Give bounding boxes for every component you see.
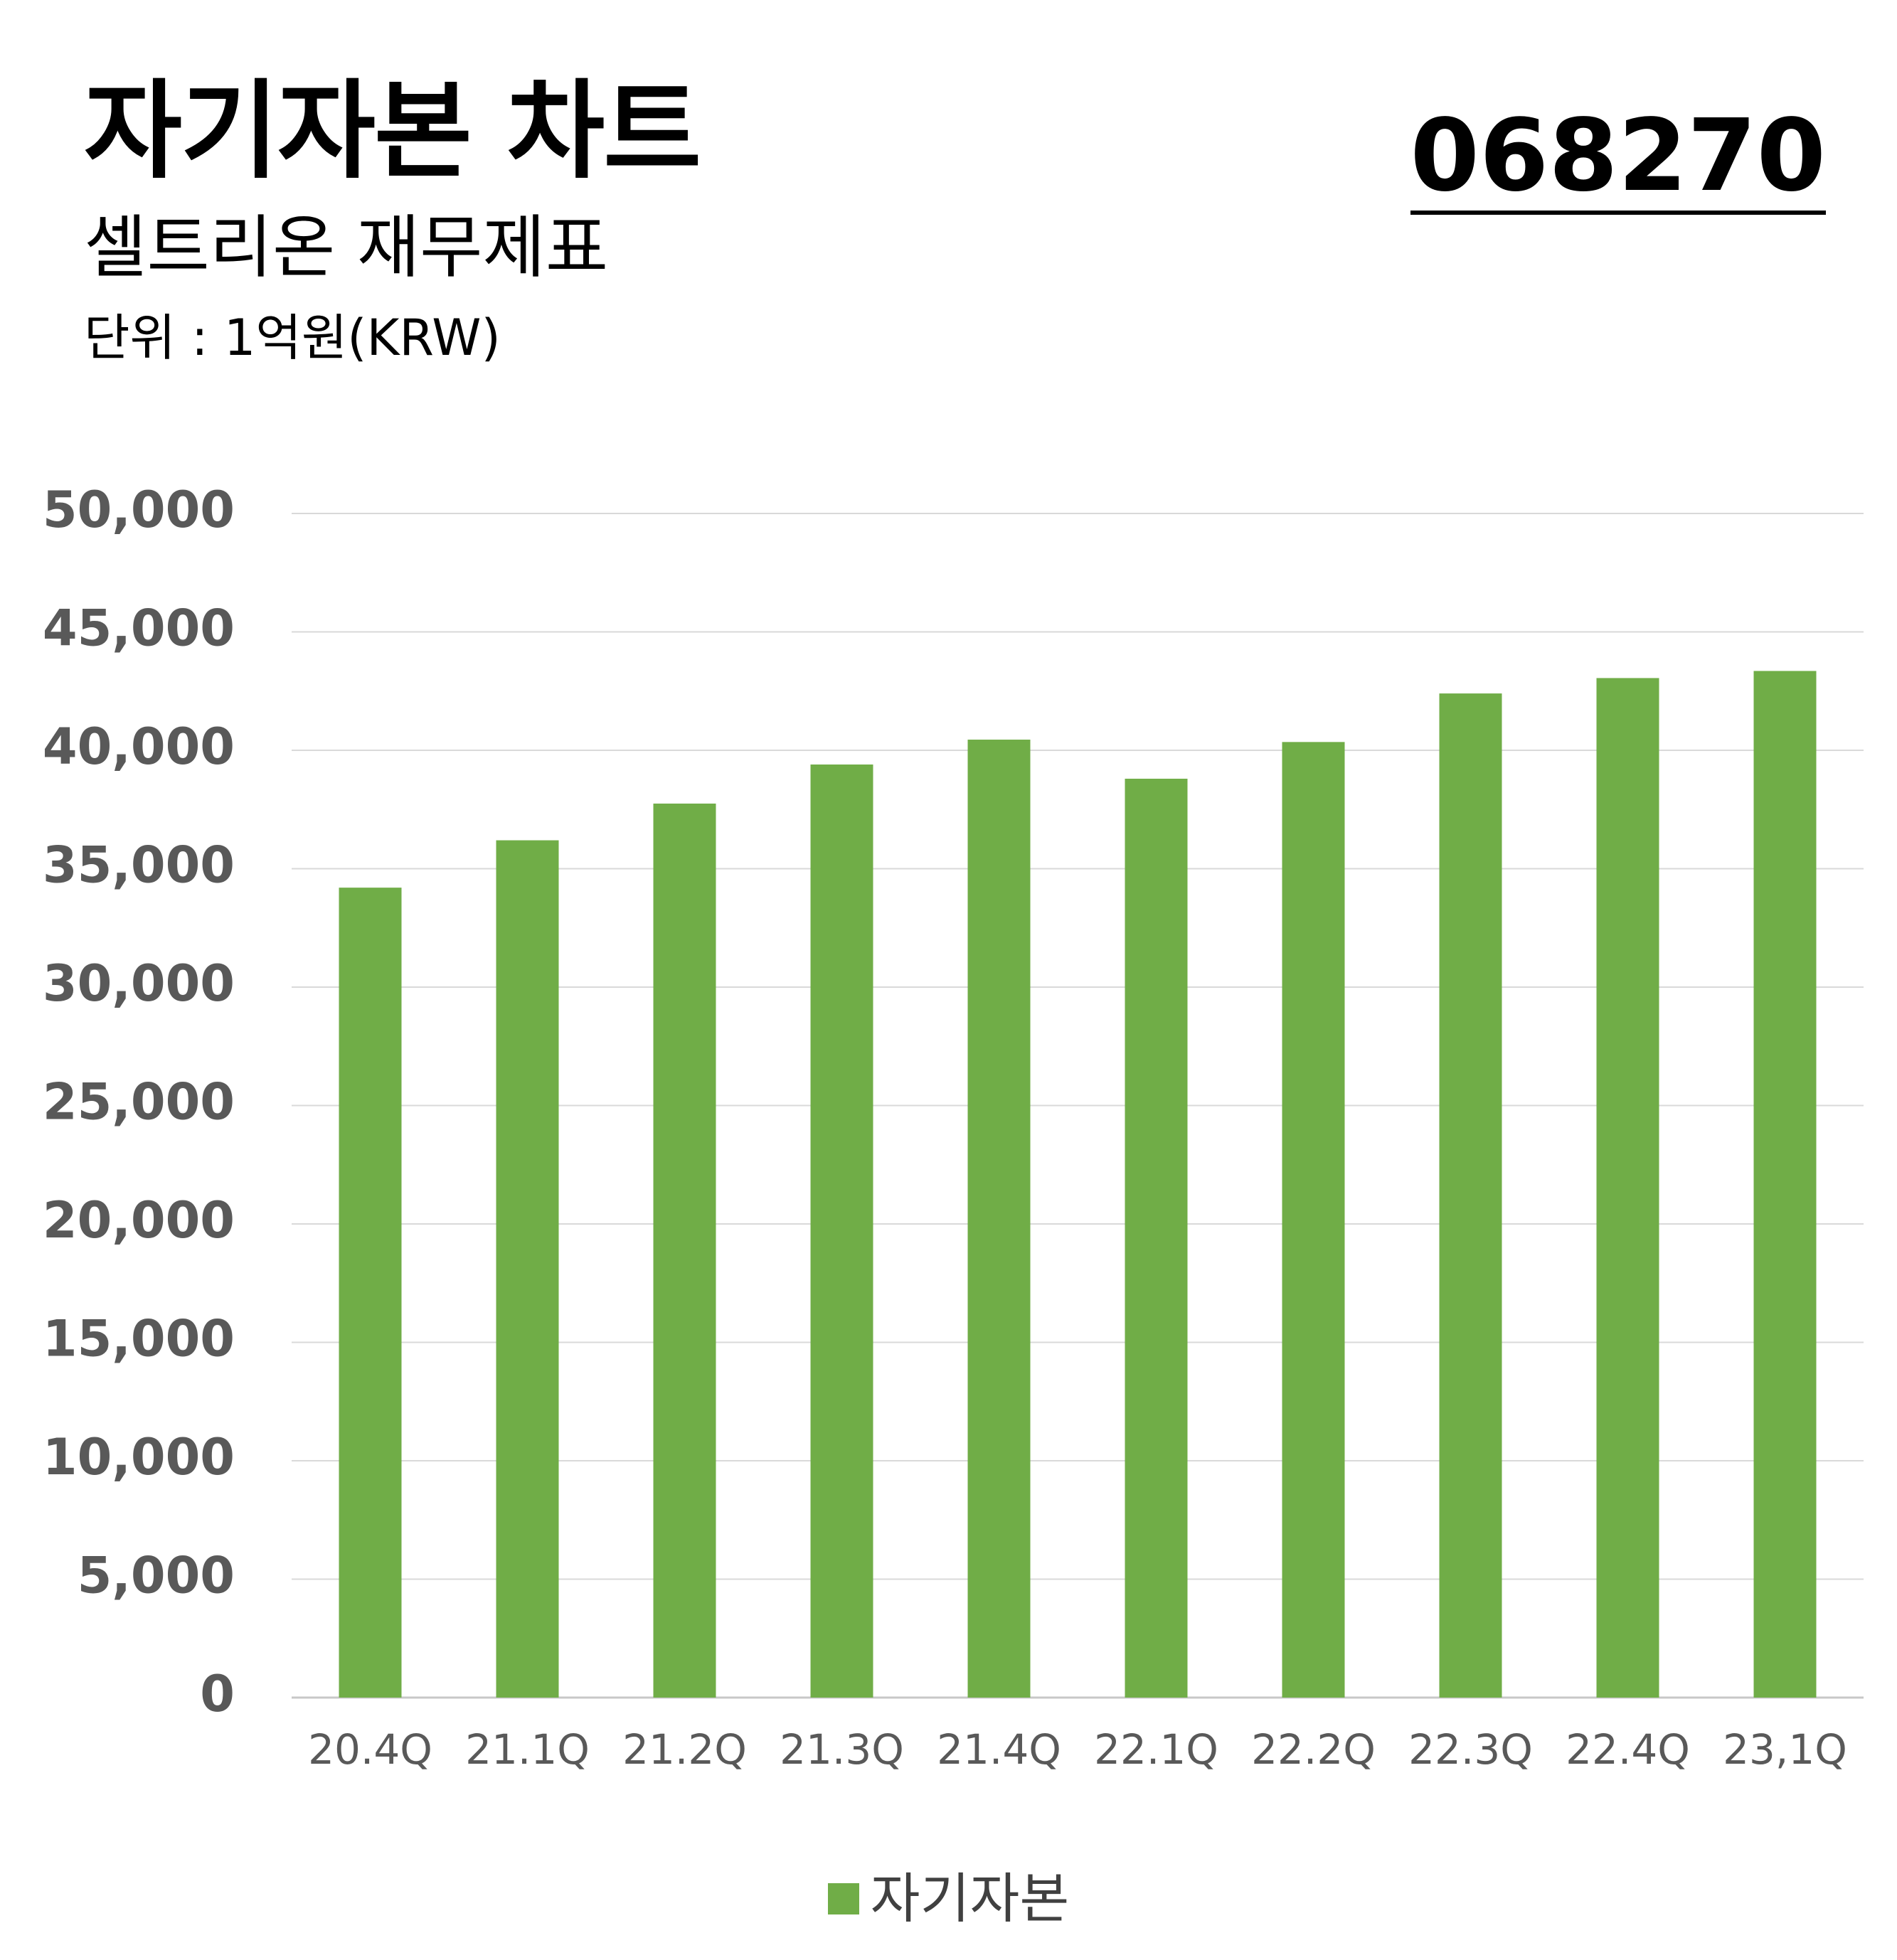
bar <box>1125 778 1188 1698</box>
bar <box>1439 693 1502 1698</box>
x-tick-label: 21.2Q <box>622 1725 747 1774</box>
legend-swatch <box>827 1883 859 1914</box>
x-tick-label: 20.4Q <box>308 1725 432 1774</box>
bar <box>810 764 873 1698</box>
bar <box>653 803 716 1698</box>
stock-code: 068270 <box>1410 98 1826 215</box>
bar-chart: 0 5,000 10,000 15,000 20,000 25,000 30,000 35,0… <box>43 481 1864 1774</box>
bar <box>1282 742 1345 1698</box>
x-axis-ticks: 20.4Q 21.1Q 21.2Q 21.3Q 21.4Q 22.1Q 22.2Q 22.3Q… <box>308 1725 1847 1774</box>
legend: 자기자본 <box>0 1863 1897 1934</box>
bar <box>1753 671 1817 1698</box>
y-tick-label: 5,000 <box>78 1547 235 1605</box>
y-tick-label: 40,000 <box>43 718 235 776</box>
x-tick-label: 22.4Q <box>1566 1725 1690 1774</box>
y-tick-label: 50,000 <box>43 481 235 539</box>
y-tick-label: 10,000 <box>43 1428 235 1486</box>
unit-label: 단위 : 1억원(KRW) <box>84 309 501 367</box>
y-tick-label: 20,000 <box>43 1191 235 1250</box>
x-tick-label: 22.1Q <box>1094 1725 1218 1774</box>
x-tick-label: 22.3Q <box>1408 1725 1533 1774</box>
y-tick-label: 45,000 <box>43 600 235 658</box>
x-tick-label: 23,1Q <box>1723 1725 1847 1774</box>
y-tick-label: 35,000 <box>43 836 235 895</box>
bar <box>339 888 402 1698</box>
y-tick-label: 30,000 <box>43 954 235 1013</box>
x-tick-label: 21.1Q <box>465 1725 590 1774</box>
y-tick-label: 15,000 <box>43 1310 235 1368</box>
y-tick-label: 25,000 <box>43 1073 235 1131</box>
y-axis-ticks: 0 5,000 10,000 15,000 20,000 25,000 30,000 35,0… <box>43 481 235 1723</box>
bars <box>339 671 1817 1698</box>
page-title: 자기자본 차트 <box>84 70 701 193</box>
x-tick-label: 21.4Q <box>937 1725 1061 1774</box>
y-tick-label: 0 <box>200 1665 235 1723</box>
x-tick-label: 21.3Q <box>780 1725 904 1774</box>
legend-label: 자기자본 <box>870 1867 1070 1930</box>
page-subtitle: 셀트리온 재무제표 <box>84 208 609 287</box>
bar <box>496 840 559 1698</box>
bar <box>967 740 1031 1698</box>
bar <box>1596 678 1659 1698</box>
x-tick-label: 22.2Q <box>1251 1725 1376 1774</box>
